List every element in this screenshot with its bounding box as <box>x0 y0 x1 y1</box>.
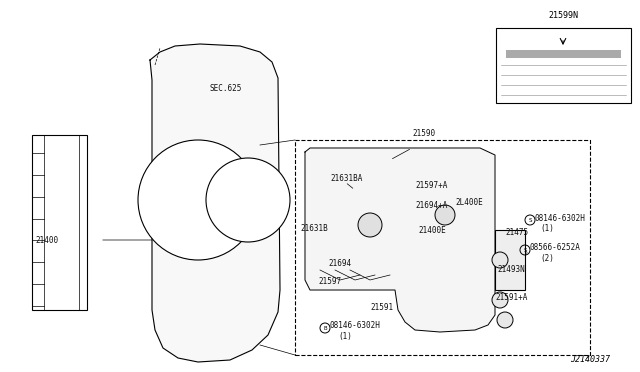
Text: 21400: 21400 <box>35 235 58 244</box>
Text: 21631B: 21631B <box>300 224 328 232</box>
Text: 08146-6302H: 08146-6302H <box>330 321 381 330</box>
Circle shape <box>435 205 455 225</box>
Polygon shape <box>305 148 495 332</box>
Text: 21493N: 21493N <box>497 266 525 275</box>
Text: 21631BA: 21631BA <box>330 173 362 183</box>
Text: 21400E: 21400E <box>418 225 445 234</box>
Text: 21475: 21475 <box>505 228 528 237</box>
Bar <box>495 230 525 290</box>
Circle shape <box>138 140 258 260</box>
Circle shape <box>492 252 508 268</box>
Text: S: S <box>524 247 527 253</box>
Text: 21694+A: 21694+A <box>415 201 447 209</box>
Bar <box>32 135 87 310</box>
Circle shape <box>206 158 290 242</box>
Text: 21597+A: 21597+A <box>415 180 447 189</box>
Bar <box>295 140 590 355</box>
Text: 21591: 21591 <box>370 304 393 312</box>
Text: 21599N: 21599N <box>548 11 579 20</box>
Text: (2): (2) <box>540 253 554 263</box>
Text: J2140337: J2140337 <box>570 355 610 364</box>
Text: 2L400E: 2L400E <box>455 198 483 206</box>
Text: (1): (1) <box>338 331 352 340</box>
Text: (1): (1) <box>540 224 554 232</box>
Text: 08146-6302H: 08146-6302H <box>535 214 586 222</box>
Text: 21597: 21597 <box>318 278 341 286</box>
Text: 08566-6252A: 08566-6252A <box>530 244 581 253</box>
Polygon shape <box>150 44 280 362</box>
Text: SEC.625: SEC.625 <box>210 83 243 93</box>
Circle shape <box>497 312 513 328</box>
Circle shape <box>492 292 508 308</box>
Text: 21591+A: 21591+A <box>495 294 527 302</box>
Text: S: S <box>528 218 532 222</box>
Circle shape <box>358 213 382 237</box>
Text: 21590: 21590 <box>412 128 435 138</box>
Bar <box>506 50 621 58</box>
Text: B: B <box>323 326 327 330</box>
Bar <box>496 28 631 103</box>
Text: 21694: 21694 <box>328 259 351 267</box>
